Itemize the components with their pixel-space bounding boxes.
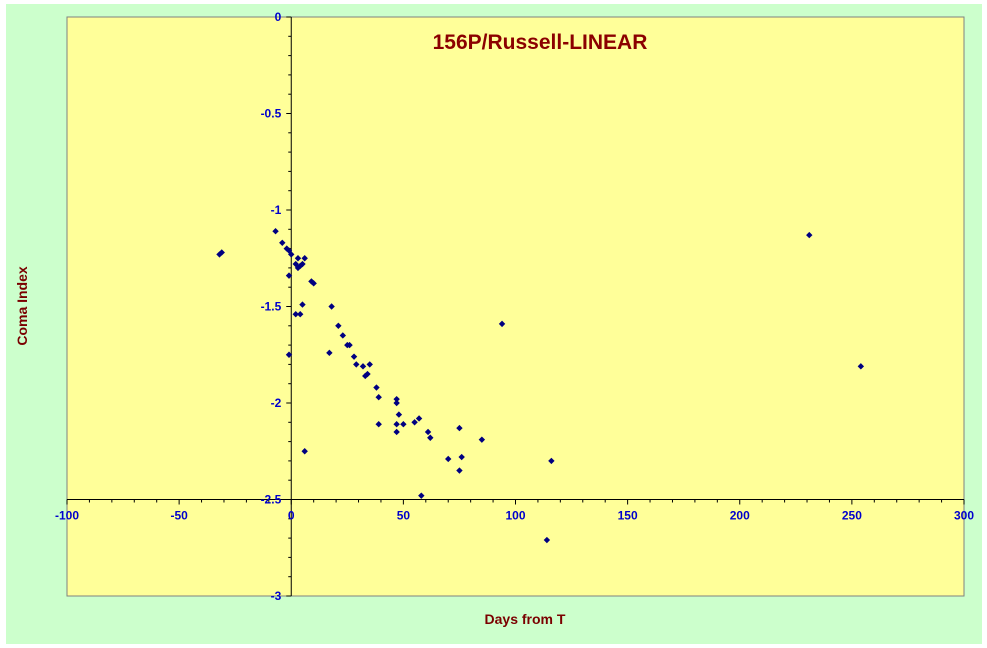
data-point bbox=[375, 421, 382, 428]
x-tick-label: 250 bbox=[842, 509, 862, 523]
data-point bbox=[456, 424, 463, 432]
y-tick-label: -3 bbox=[271, 589, 282, 603]
data-point bbox=[218, 249, 225, 256]
x-axis-title: Days from T bbox=[485, 611, 566, 627]
data-point bbox=[393, 395, 400, 403]
x-tick-label: 150 bbox=[618, 509, 638, 523]
x-tick-label: 100 bbox=[505, 509, 525, 523]
x-tick-label: -100 bbox=[55, 509, 79, 523]
data-point bbox=[393, 428, 400, 436]
data-point bbox=[445, 455, 452, 463]
x-tick-label: 50 bbox=[397, 509, 411, 523]
data-point bbox=[373, 384, 380, 391]
data-point bbox=[857, 363, 865, 370]
data-point bbox=[299, 301, 306, 308]
data-point bbox=[301, 255, 308, 262]
data-point bbox=[427, 434, 434, 441]
y-tick-label: -2.5 bbox=[261, 493, 282, 507]
data-point bbox=[294, 255, 302, 262]
data-points bbox=[216, 228, 865, 544]
data-point bbox=[478, 436, 486, 443]
data-point bbox=[297, 311, 304, 318]
data-point bbox=[498, 320, 506, 328]
data-point bbox=[328, 303, 335, 310]
data-point bbox=[375, 394, 382, 401]
data-point bbox=[366, 361, 373, 368]
data-point bbox=[326, 349, 333, 357]
data-point bbox=[364, 370, 371, 378]
data-point bbox=[548, 457, 555, 465]
data-point bbox=[292, 311, 299, 318]
data-point bbox=[458, 453, 465, 461]
data-point bbox=[285, 351, 293, 358]
data-point bbox=[415, 415, 423, 422]
data-point bbox=[418, 492, 425, 499]
x-tick-label: -50 bbox=[170, 509, 188, 523]
data-point bbox=[272, 228, 279, 235]
data-point bbox=[299, 260, 306, 268]
y-tick-label: 0 bbox=[275, 10, 282, 24]
y-tick-label: -0.5 bbox=[261, 107, 282, 121]
data-point bbox=[350, 353, 358, 360]
x-tick-label: 0 bbox=[288, 509, 295, 523]
data-point bbox=[395, 411, 403, 418]
data-point bbox=[353, 361, 360, 368]
y-tick-label: -1.5 bbox=[261, 300, 282, 314]
data-point bbox=[288, 251, 295, 258]
data-point bbox=[456, 467, 463, 474]
data-point bbox=[424, 428, 432, 436]
data-point bbox=[310, 280, 317, 287]
x-tick-label: 200 bbox=[730, 509, 750, 523]
data-point bbox=[411, 419, 418, 426]
data-point bbox=[285, 272, 293, 279]
y-axis-title: Coma Index bbox=[14, 266, 30, 346]
data-point bbox=[393, 399, 400, 407]
data-point bbox=[393, 421, 400, 428]
data-point bbox=[301, 448, 308, 455]
data-point bbox=[339, 332, 347, 339]
data-point bbox=[400, 421, 407, 428]
chart-title: 156P/Russell-LINEAR bbox=[433, 31, 648, 54]
axes: -100 -50 0 50 100 150 200 250 300 0 -0.5 -1 -1.5 -2 -2… bbox=[55, 10, 974, 603]
x-tick-label: 300 bbox=[954, 509, 974, 523]
data-point bbox=[543, 536, 551, 544]
data-point bbox=[806, 231, 813, 239]
data-point bbox=[359, 363, 367, 370]
data-point bbox=[279, 239, 286, 247]
y-tick-label: -1 bbox=[271, 203, 282, 217]
data-point bbox=[346, 341, 353, 349]
data-point bbox=[335, 322, 342, 329]
y-tick-label: -2 bbox=[271, 396, 282, 410]
